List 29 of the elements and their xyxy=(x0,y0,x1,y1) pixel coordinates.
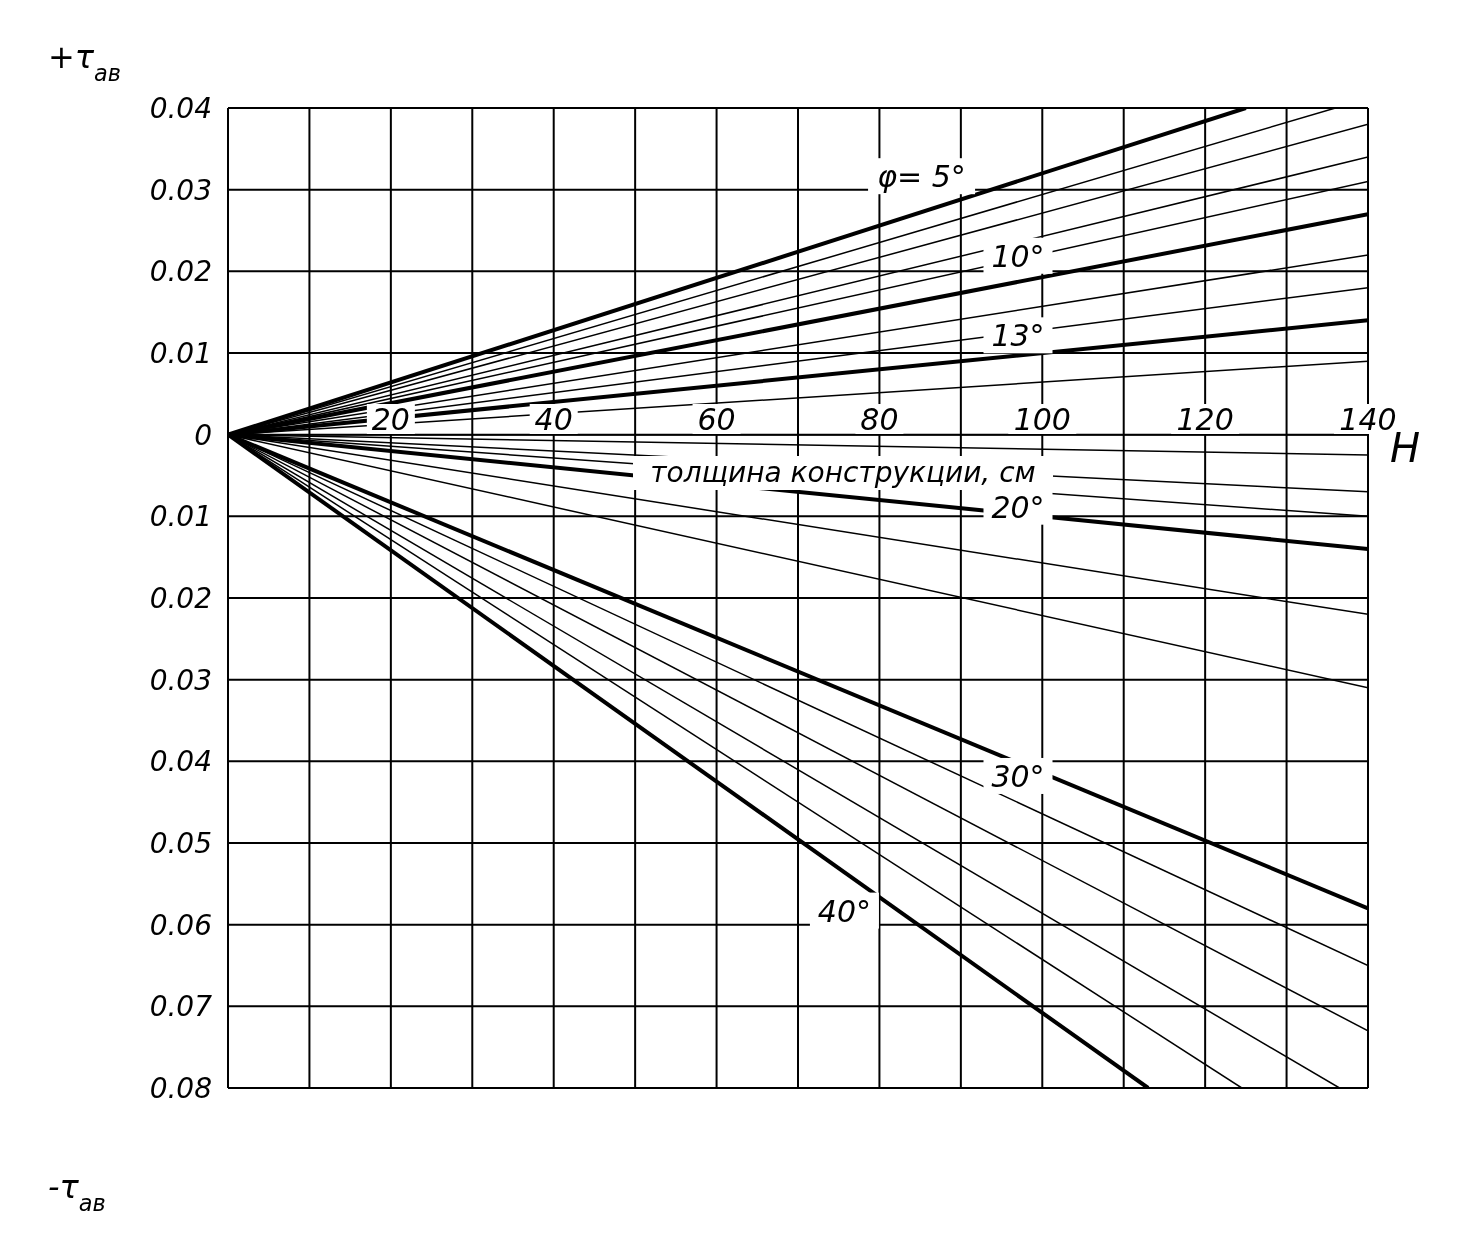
y-axis-title: +τ$_{ав}$ xyxy=(48,38,121,86)
x-tick-label: 60 xyxy=(697,402,736,437)
series-label: 13° xyxy=(991,318,1045,354)
y-tick-label: 0.01 xyxy=(149,500,212,534)
x-tick-label: 20 xyxy=(371,402,410,437)
series-label: 20° xyxy=(991,489,1045,525)
y-tick-label: 0.03 xyxy=(149,173,212,207)
x-tick-label: 40 xyxy=(534,402,573,437)
y-tick-label: 0.07 xyxy=(149,990,213,1024)
y-tick-label: 0.04 xyxy=(149,92,212,125)
series-label: φ= 5° xyxy=(877,159,966,195)
series-label: 40° xyxy=(817,893,872,929)
y-tick-label: 0.03 xyxy=(149,663,212,697)
y-tick-label: 0.08 xyxy=(149,1072,212,1105)
x-axis-title: толщина конструкции, см xyxy=(650,456,1036,489)
x-tick-label: 100 xyxy=(1013,402,1071,437)
text: -τ$_{ав}$ xyxy=(48,1168,106,1216)
x-tick-label: 120 xyxy=(1176,402,1234,437)
x-tick-label: 80 xyxy=(860,402,899,437)
x-tick-label: 140 xyxy=(1339,402,1397,437)
y-tick-label: 0 xyxy=(194,418,212,452)
y-tick-label: 0.04 xyxy=(149,745,212,779)
series-label: 10° xyxy=(991,238,1045,274)
y-tick-label: 0.02 xyxy=(149,582,212,615)
y-tick-label: 0.06 xyxy=(149,908,212,942)
series-label: 30° xyxy=(991,758,1045,794)
y-tick-label: 0.01 xyxy=(149,337,212,370)
y-tick-label: 0.05 xyxy=(149,827,212,860)
y-tick-label: 0.02 xyxy=(149,255,212,289)
